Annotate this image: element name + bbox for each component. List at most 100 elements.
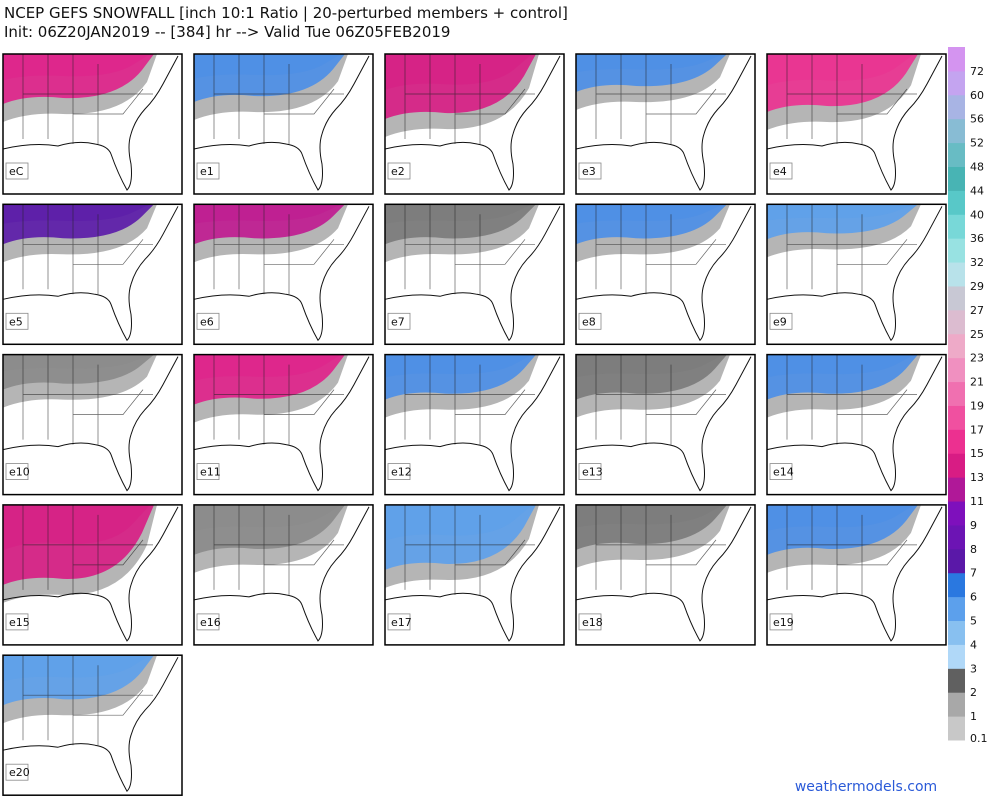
light-band [3,655,150,682]
map-panel: e7 [384,203,565,346]
light-band [576,354,723,378]
state-lines [404,204,535,295]
map-panel: e16 [193,504,374,646]
colorbar-label: 5 [970,615,977,628]
map-panel: e9 [766,203,947,346]
colorbar-segment [948,572,965,598]
map-panel: e4 [766,53,947,195]
panel-label: e1 [200,165,214,178]
colorbar-label: 11 [970,495,984,508]
panel-label: e19 [773,616,794,629]
panel-label: e18 [582,616,603,629]
state-lines [595,354,726,445]
state-lines [213,354,344,445]
light-band [194,204,341,224]
panel-label: e10 [9,466,30,479]
panel-label: e8 [582,315,596,328]
panel-border [766,203,947,346]
map-panel: eC [2,53,183,195]
colorbar-segment [948,285,965,311]
colorbar-label: 52 [970,137,984,150]
colorbar-label: 9 [970,519,977,532]
state-lines [22,504,153,595]
colorbar-segment [948,70,965,96]
light-band [767,54,914,86]
panel-label: e6 [200,315,214,328]
label-box [387,613,411,631]
state-lines [22,54,153,144]
light-band [3,204,150,224]
panel-border [384,203,565,346]
label-box [769,312,793,330]
colorbar-label: 3 [970,662,977,675]
label-box [769,162,793,180]
panel-border [193,203,374,346]
colorbar-label: 23 [970,352,984,365]
light-band [767,204,914,221]
panel-border [575,53,756,195]
colorbar-label: 36 [970,232,984,245]
light-band [385,354,532,378]
label-box [578,613,602,631]
panel-label: e5 [9,315,23,328]
panel-border [2,203,183,346]
title: NCEP GEFS SNOWFALL [inch 10:1 Ratio | 20… [4,4,568,22]
label-box [196,463,220,481]
colorbar-segment [948,429,965,454]
panel-label: e7 [391,315,405,328]
map-panel: e6 [193,203,374,346]
panel-border [384,353,565,496]
panel-label: e13 [582,466,603,479]
light-band [3,54,150,80]
panel-border [384,53,565,195]
panel-border [2,353,183,496]
panel-border [2,53,183,195]
colorbar-segment [948,668,965,693]
state-lines [786,54,917,144]
state-lines [786,204,917,295]
label-box [196,162,220,180]
label-box [769,463,793,481]
label-box [5,763,29,781]
panel-label: e20 [9,766,30,779]
map-panel: e20 [2,654,183,796]
colorbar-label: 56 [970,113,984,126]
map-panel: e10 [2,353,183,496]
light-band [194,354,341,381]
colorbar-segment [948,524,965,550]
map-panel: e8 [575,203,756,346]
coastline [384,356,561,492]
colorbar-label: 40 [970,208,984,221]
colorbar-label: 32 [970,256,984,269]
colorbar-label: 8 [970,543,977,556]
map-panel: e12 [384,353,565,496]
colorbar-segment [948,716,965,741]
subtitle: Init: 06Z20JAN2019 -- [384] hr --> Valid… [4,23,451,41]
colorbar-segment [948,381,965,406]
panel-border [766,504,947,646]
colorbar-label: 60 [970,89,984,102]
map-panel: e15 [2,504,183,646]
map-panel: e13 [575,353,756,496]
colorbar-label: 48 [970,160,984,173]
panel-border [575,203,756,346]
colorbar-label: 19 [970,399,984,412]
colorbar-label: 44 [970,184,984,197]
coastline [2,356,179,492]
label-box [387,162,411,180]
state-lines [404,504,535,595]
state-lines [213,54,344,144]
panel-label: e17 [391,616,412,629]
light-band [576,54,723,73]
coastline [575,55,752,191]
map-panel: e1 [193,53,374,195]
label-box [5,463,29,481]
panel-border [193,504,374,646]
coastline [575,506,752,642]
light-band [385,54,532,90]
coastline [193,206,370,342]
state-lines [595,54,726,144]
colorbar-segment [948,118,965,144]
coastline [2,55,179,191]
